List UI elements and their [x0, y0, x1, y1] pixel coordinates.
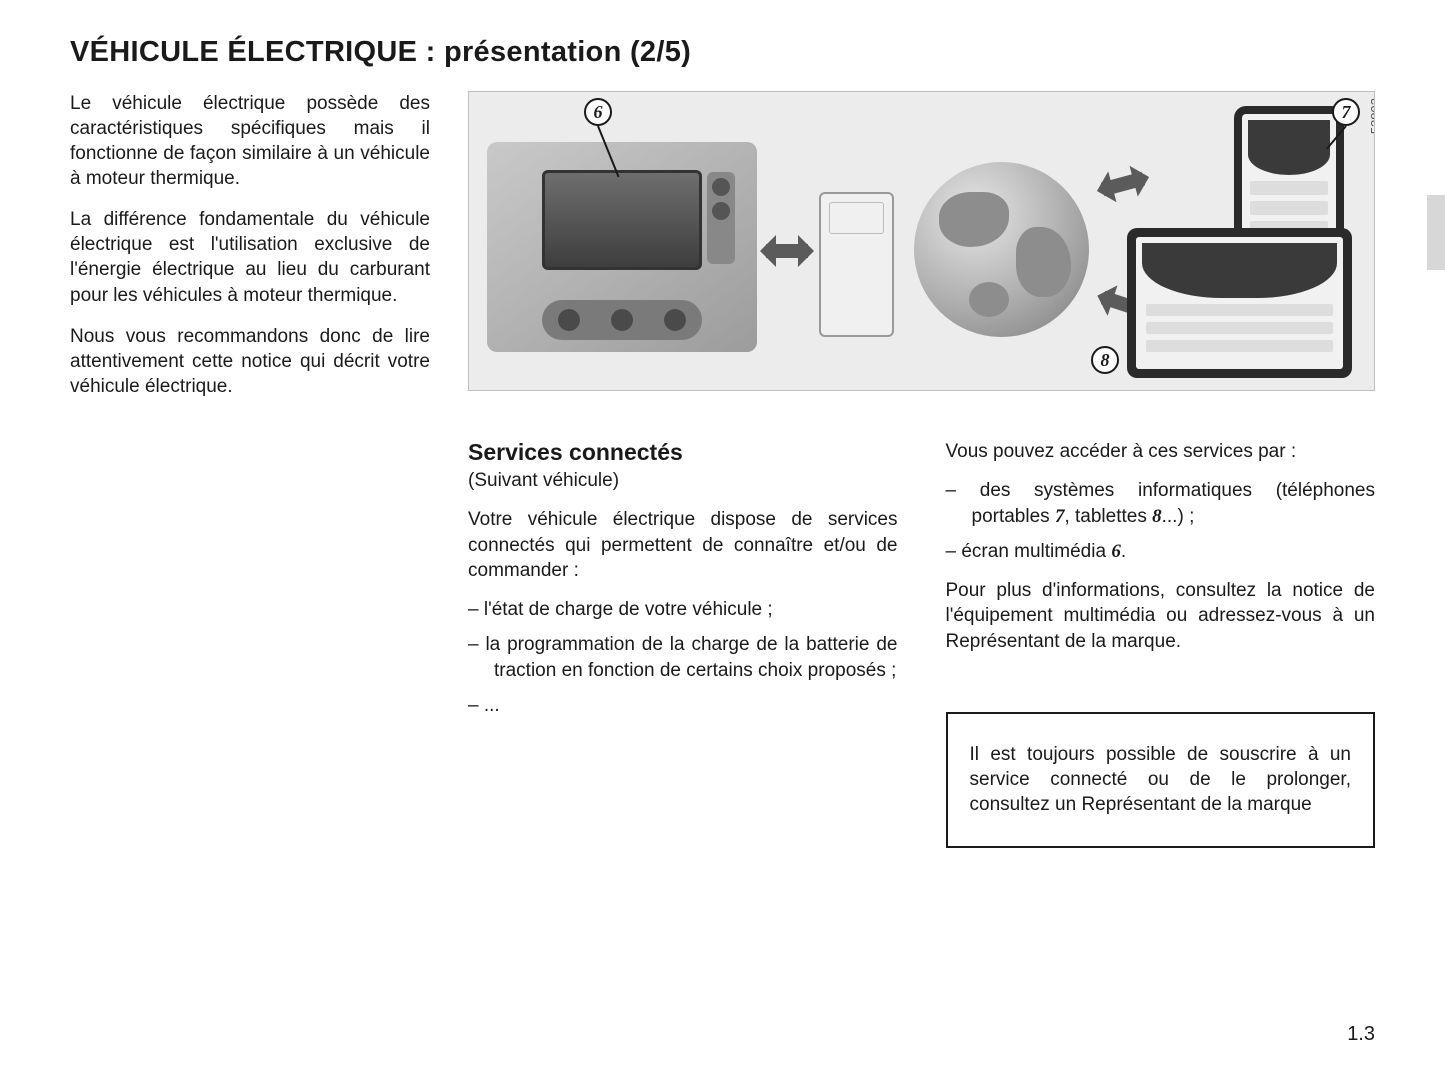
content-columns: Le véhicule électrique possède des carac… [70, 91, 1375, 848]
figure-serial: 53892 [1368, 98, 1375, 134]
page-title: VÉHICULE ÉLECTRIQUE : présentation (2/5) [70, 36, 1375, 69]
connectivity-figure: 53892 [468, 91, 1375, 391]
access-list: des systèmes informatiques (téléphones p… [946, 478, 1376, 564]
dashboard-screen-icon [542, 170, 702, 270]
list-item: la programmation de la charge de la batt… [468, 632, 898, 683]
services-intro: Votre véhicule électrique dispose de ser… [468, 507, 898, 583]
intro-p3: Nous vous recommandons donc de lire atte… [70, 324, 430, 399]
services-heading: Services connectés [468, 439, 898, 466]
globe-icon [914, 162, 1089, 337]
services-sub: (Suivant véhicule) [468, 468, 898, 493]
note-text: Il est toujours possible de souscrire à … [970, 742, 1352, 818]
page-number: 1.3 [1347, 1023, 1375, 1046]
dashboard-knobs-icon [542, 300, 702, 340]
title-part: (2/5) [630, 36, 691, 68]
services-list: l'état de charge de votre véhicule ; la … [468, 597, 898, 718]
bi-arrow-icon [766, 244, 808, 258]
manual-page: VÉHICULE ÉLECTRIQUE : présentation (2/5)… [0, 0, 1445, 1070]
dashboard-buttons-icon [707, 172, 735, 264]
services-column: Services connectés (Suivant véhicule) Vo… [468, 439, 898, 848]
access-more: Pour plus d'informations, consultez la n… [946, 578, 1376, 654]
services-columns: Services connectés (Suivant véhicule) Vo… [468, 439, 1375, 848]
title-main: VÉHICULE ÉLECTRIQUE : présentation [70, 36, 630, 68]
callout-6: 6 [584, 98, 612, 126]
callout-8: 8 [1091, 346, 1119, 374]
note-box: Il est toujours possible de souscrire à … [946, 712, 1376, 848]
access-column: Vous pouvez accéder à ces services par :… [946, 439, 1376, 848]
intro-column: Le véhicule électrique possède des carac… [70, 91, 430, 848]
list-item: des systèmes informatiques (téléphones p… [946, 478, 1376, 529]
list-item: écran multimédia 6. [946, 539, 1376, 564]
tablet-icon [1127, 228, 1352, 378]
right-column: 53892 [468, 91, 1375, 848]
dashboard-illustration [487, 142, 757, 352]
side-tab [1427, 195, 1445, 270]
intro-p1: Le véhicule électrique possède des carac… [70, 91, 430, 191]
list-item: l'état de charge de votre véhicule ; [468, 597, 898, 622]
bi-arrow-icon [1101, 172, 1145, 196]
callout-7: 7 [1332, 98, 1360, 126]
list-item: ... [468, 693, 898, 718]
intro-p2: La différence fondamentale du véhicule é… [70, 207, 430, 307]
access-intro: Vous pouvez accéder à ces services par : [946, 439, 1376, 464]
server-icon [819, 192, 894, 337]
